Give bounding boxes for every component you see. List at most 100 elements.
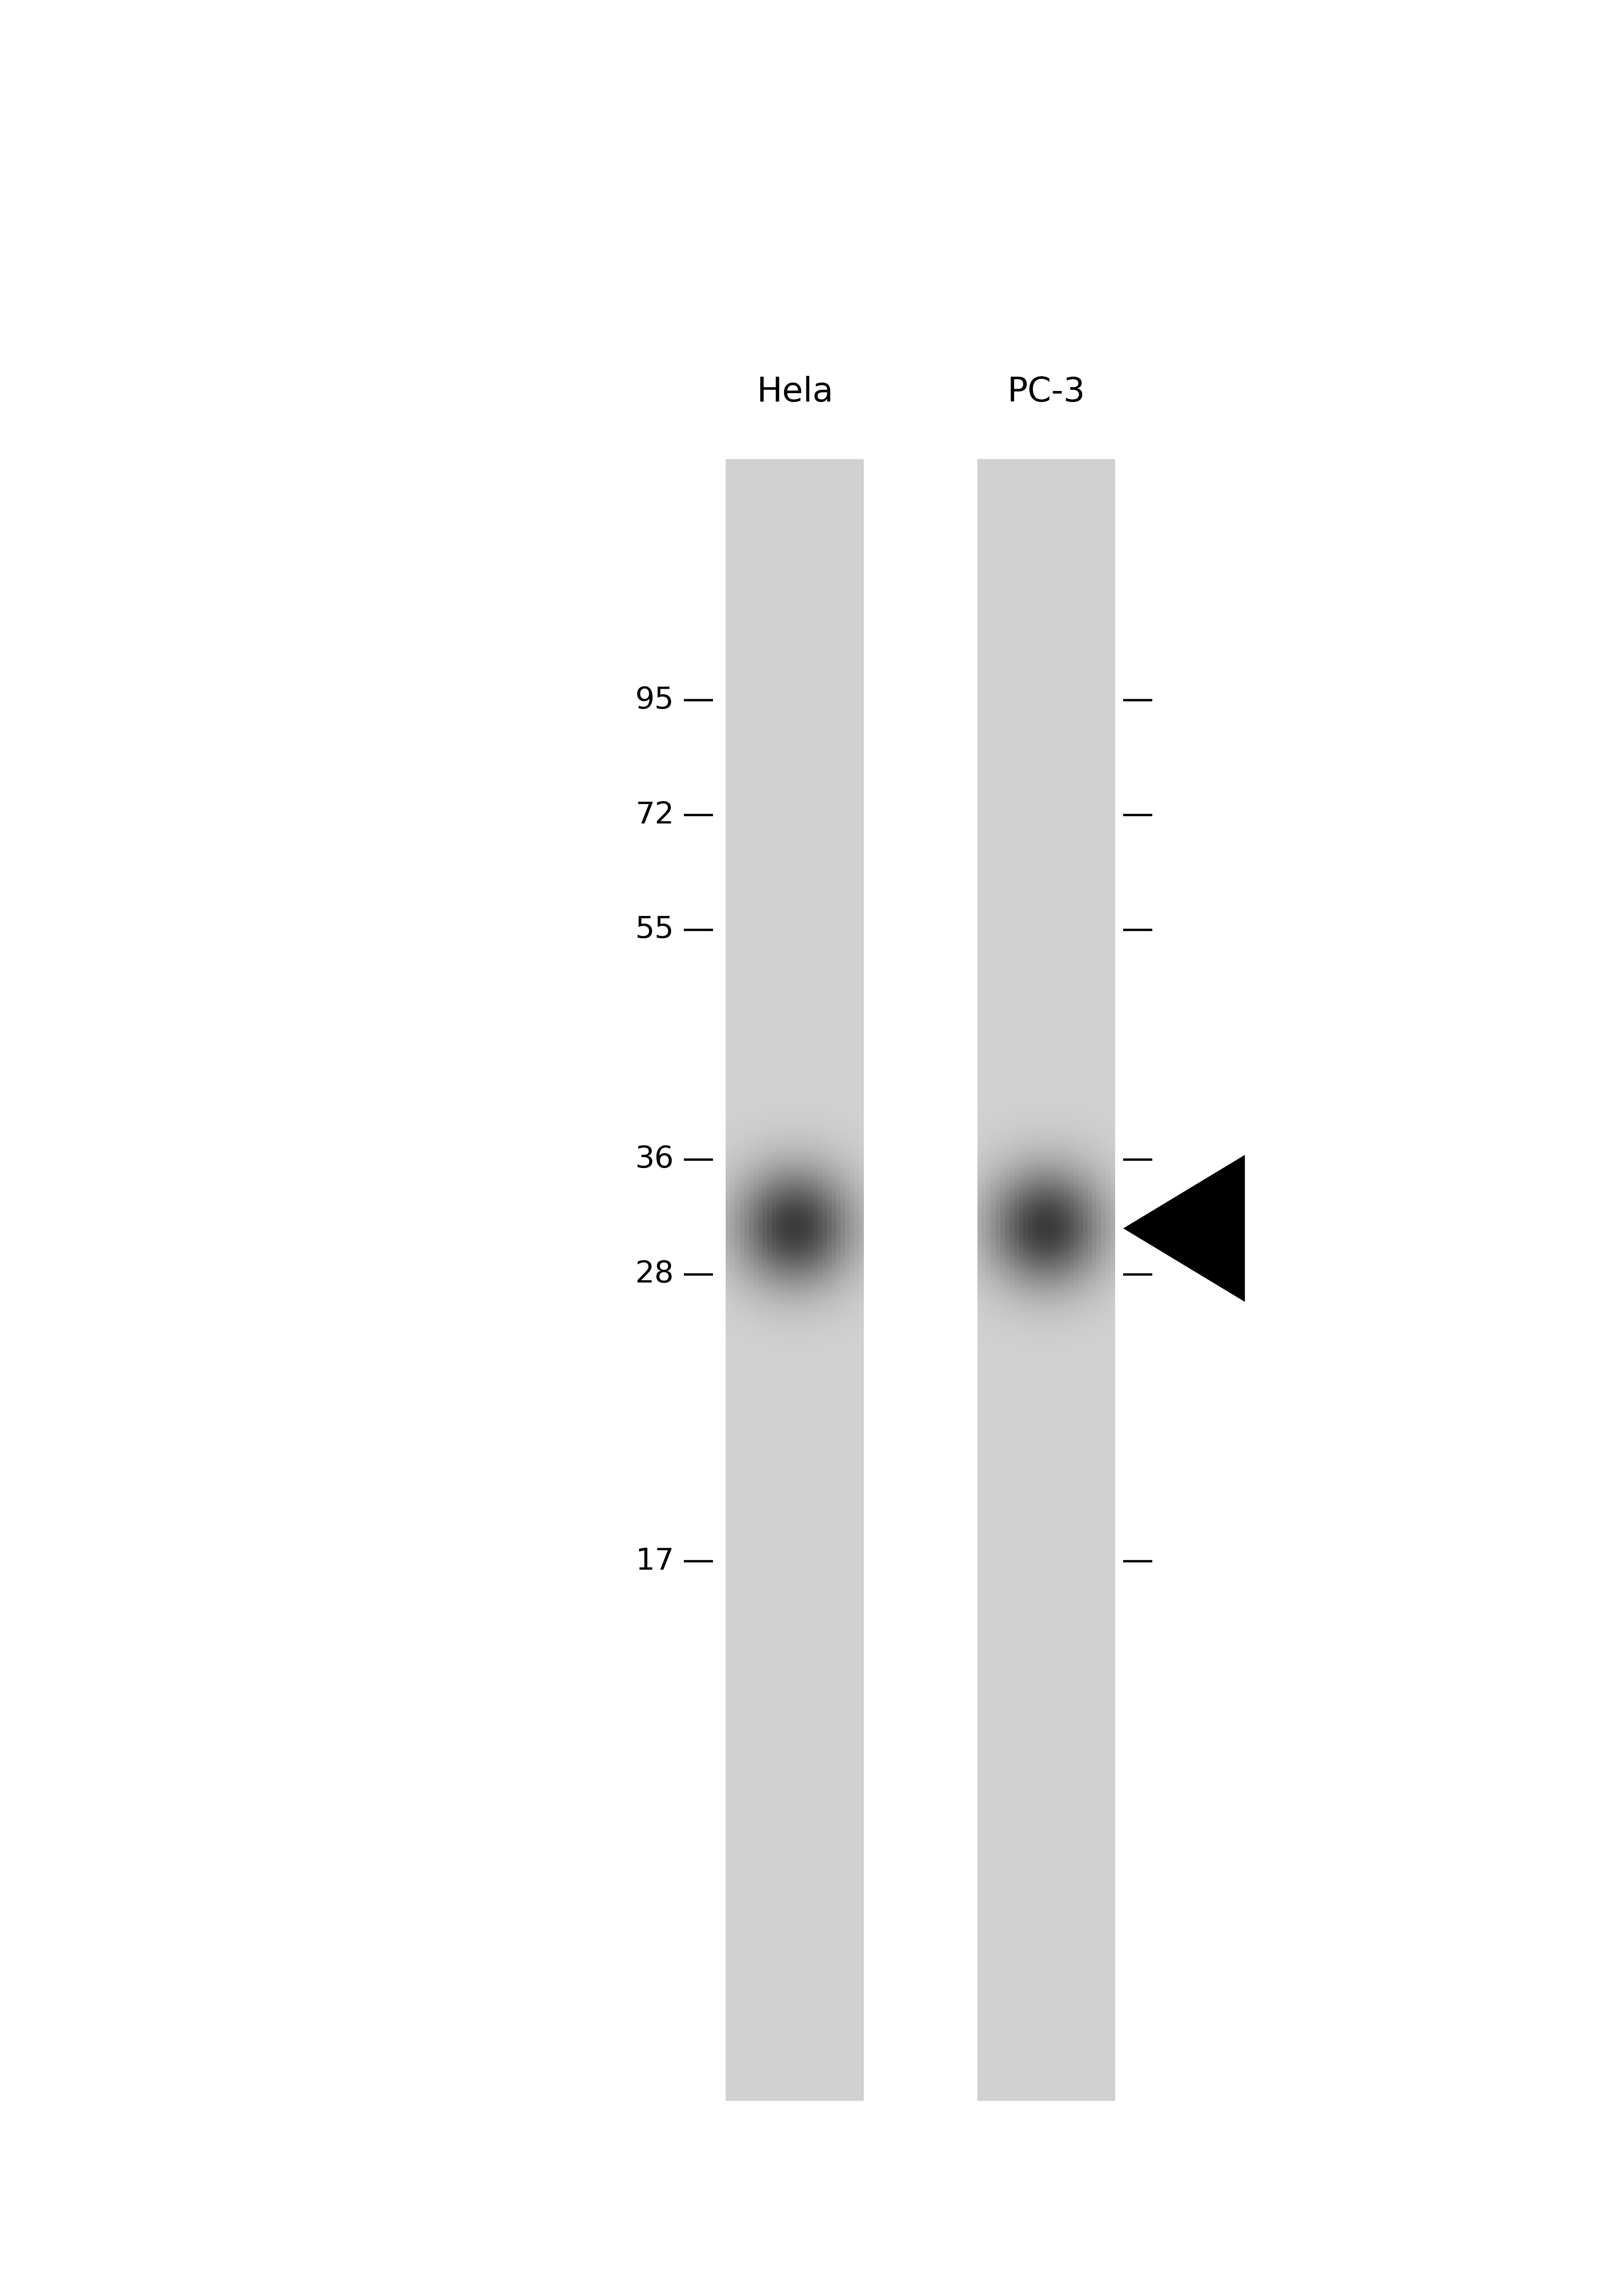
- Bar: [1046, 1116, 1051, 1118]
- Bar: [808, 1283, 813, 1286]
- Bar: [1019, 1339, 1023, 1341]
- Bar: [991, 1226, 996, 1228]
- Bar: [827, 1316, 832, 1318]
- Bar: [986, 1159, 991, 1162]
- Bar: [1006, 1325, 1009, 1327]
- Bar: [800, 1226, 805, 1228]
- Bar: [1088, 1313, 1092, 1316]
- Bar: [1019, 1221, 1023, 1226]
- Bar: [735, 1169, 740, 1171]
- Bar: [790, 1288, 795, 1290]
- Bar: [762, 1231, 767, 1233]
- Bar: [991, 1350, 996, 1355]
- Bar: [1056, 1304, 1061, 1306]
- Bar: [1051, 1226, 1056, 1228]
- Bar: [1061, 1249, 1064, 1254]
- Bar: [832, 1215, 837, 1217]
- Bar: [1028, 1233, 1033, 1235]
- Bar: [1046, 1228, 1051, 1231]
- Bar: [785, 1263, 790, 1267]
- Bar: [976, 1141, 981, 1143]
- Bar: [777, 1141, 782, 1143]
- Bar: [1019, 1192, 1023, 1196]
- Bar: [837, 1125, 840, 1127]
- Bar: [1036, 1116, 1041, 1118]
- Bar: [976, 1318, 981, 1320]
- Bar: [850, 1343, 855, 1345]
- Bar: [1033, 1192, 1036, 1196]
- Bar: [1079, 1221, 1083, 1226]
- Bar: [1061, 1178, 1064, 1182]
- Bar: [837, 1329, 840, 1332]
- Bar: [827, 1212, 832, 1215]
- Bar: [1009, 1182, 1014, 1185]
- Bar: [827, 1155, 832, 1157]
- Bar: [991, 1332, 996, 1334]
- Bar: [1023, 1300, 1028, 1302]
- Bar: [850, 1339, 855, 1341]
- Bar: [1056, 1249, 1061, 1254]
- Bar: [976, 1247, 981, 1249]
- Bar: [767, 1320, 772, 1325]
- Bar: [1019, 1272, 1023, 1274]
- Bar: [1106, 1185, 1111, 1187]
- Bar: [753, 1201, 757, 1203]
- Bar: [840, 1277, 845, 1281]
- Bar: [996, 1334, 1001, 1339]
- Bar: [1033, 1345, 1036, 1348]
- Bar: [790, 1196, 795, 1199]
- Bar: [772, 1325, 777, 1327]
- Bar: [817, 1247, 822, 1249]
- Bar: [805, 1281, 808, 1283]
- Bar: [1051, 1171, 1056, 1173]
- Bar: [813, 1130, 817, 1132]
- Bar: [845, 1272, 850, 1274]
- Bar: [1046, 1231, 1051, 1233]
- Bar: [981, 1332, 986, 1334]
- Bar: [727, 1132, 730, 1134]
- Bar: [1051, 1116, 1056, 1118]
- Bar: [1051, 1263, 1056, 1267]
- Bar: [785, 1120, 790, 1125]
- Bar: [1056, 1247, 1061, 1249]
- Bar: [749, 1226, 753, 1228]
- Bar: [1101, 1302, 1106, 1304]
- Bar: [813, 1146, 817, 1148]
- Bar: [1101, 1300, 1106, 1302]
- Bar: [1101, 1148, 1106, 1150]
- Bar: [805, 1146, 808, 1148]
- Bar: [772, 1316, 777, 1318]
- Bar: [1064, 1111, 1069, 1114]
- Bar: [1088, 1345, 1092, 1348]
- Bar: [991, 1104, 996, 1107]
- Bar: [1092, 1125, 1096, 1127]
- Bar: [1041, 1116, 1046, 1118]
- Bar: [808, 1215, 813, 1217]
- Bar: [855, 1244, 860, 1247]
- Bar: [1023, 1256, 1028, 1258]
- Bar: [767, 1270, 772, 1272]
- Bar: [1096, 1203, 1101, 1205]
- Bar: [749, 1263, 753, 1267]
- Bar: [845, 1311, 850, 1313]
- Bar: [753, 1334, 757, 1339]
- Bar: [1046, 1114, 1051, 1116]
- Bar: [795, 1182, 800, 1185]
- Bar: [840, 1143, 845, 1146]
- Bar: [1088, 1277, 1092, 1281]
- Bar: [1101, 1343, 1106, 1345]
- Bar: [986, 1281, 991, 1283]
- Bar: [860, 1212, 863, 1215]
- Bar: [1028, 1171, 1033, 1173]
- Bar: [1061, 1171, 1064, 1173]
- Bar: [1006, 1247, 1009, 1249]
- Bar: [1069, 1355, 1074, 1357]
- Bar: [1019, 1343, 1023, 1345]
- Bar: [813, 1116, 817, 1118]
- Bar: [730, 1120, 735, 1125]
- Bar: [1033, 1141, 1036, 1143]
- Bar: [800, 1261, 805, 1263]
- Bar: [730, 1171, 735, 1173]
- Bar: [757, 1215, 762, 1217]
- Bar: [1101, 1203, 1106, 1205]
